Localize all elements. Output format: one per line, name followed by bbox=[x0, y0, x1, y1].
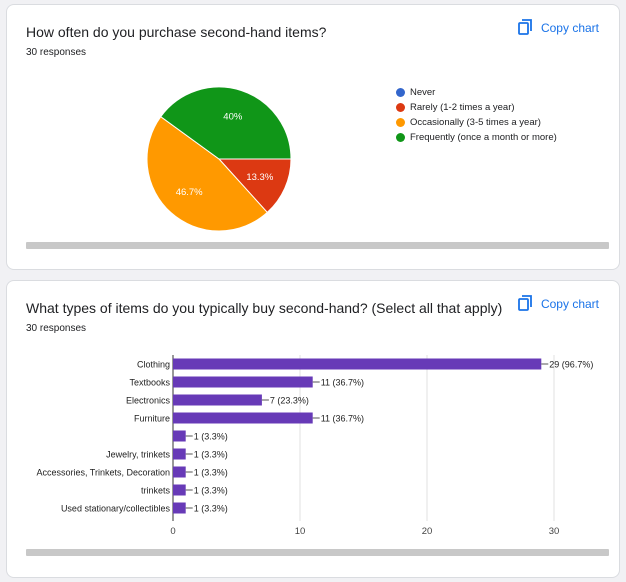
pie-chart: 13.3% 46.7% 40% bbox=[146, 86, 292, 232]
data-label: 29 (96.7%) bbox=[549, 360, 593, 370]
legend-swatch bbox=[396, 103, 405, 112]
data-label: 1 (3.3%) bbox=[194, 450, 228, 460]
legend-swatch bbox=[396, 133, 405, 142]
pie-slice-label: 46.7% bbox=[176, 187, 203, 198]
legend-swatch bbox=[396, 88, 405, 97]
legend-item: Never bbox=[396, 85, 557, 100]
data-label: 1 (3.3%) bbox=[194, 468, 228, 478]
pie-slice-label: 13.3% bbox=[246, 172, 273, 183]
bar bbox=[173, 376, 313, 388]
bar bbox=[173, 394, 262, 406]
pie-slice bbox=[146, 115, 268, 232]
question-title: What types of items do you typically buy… bbox=[26, 300, 503, 316]
legend-label: Occasionally (3-5 times a year) bbox=[410, 117, 541, 128]
y-tick-label: trinkets bbox=[141, 486, 171, 496]
y-tick-label: Textbooks bbox=[129, 378, 170, 388]
pie-legend: Never Rarely (1-2 times a year) Occasional… bbox=[396, 85, 557, 145]
bar bbox=[173, 430, 186, 442]
copy-chart-button[interactable]: Copy chart bbox=[518, 295, 599, 312]
legend-label: Frequently (once a month or more) bbox=[410, 132, 557, 143]
pie-slice bbox=[160, 86, 292, 160]
copy-chart-label: Copy chart bbox=[540, 296, 599, 311]
data-label: 11 (36.7%) bbox=[321, 378, 364, 388]
horizontal-scrollbar[interactable] bbox=[26, 242, 609, 249]
bar bbox=[173, 484, 186, 496]
response-count: 30 responses bbox=[26, 323, 87, 334]
legend-item: Frequently (once a month or more) bbox=[396, 130, 557, 145]
x-tick-label: 30 bbox=[549, 526, 560, 537]
legend-item: Rarely (1-2 times a year) bbox=[396, 100, 557, 115]
x-tick-label: 0 bbox=[170, 526, 175, 537]
question-card-purchase-frequency: How often do you purchase second-hand it… bbox=[6, 4, 620, 270]
bar bbox=[173, 448, 186, 460]
x-tick-label: 10 bbox=[295, 526, 306, 537]
copy-chart-button[interactable]: Copy chart bbox=[518, 19, 599, 36]
y-tick-label: Jewelry, trinkets bbox=[106, 450, 170, 460]
pie-slice bbox=[217, 158, 292, 214]
question-card-item-types: What types of items do you typically buy… bbox=[6, 280, 620, 578]
legend-label: Rarely (1-2 times a year) bbox=[410, 102, 515, 113]
y-tick-label: Accessories, Trinkets, Decoration bbox=[36, 468, 170, 478]
bar bbox=[173, 502, 186, 514]
copy-icon bbox=[518, 19, 533, 36]
y-tick-label: Used stationary/collectibles bbox=[61, 504, 171, 514]
data-label: 1 (3.3%) bbox=[194, 504, 228, 514]
data-label: 7 (23.3%) bbox=[270, 396, 309, 406]
bar-chart: 0 10 20 30 Clothing 29 (96.7%) Textbooks 11 (36… bbox=[36, 355, 593, 537]
horizontal-scrollbar[interactable] bbox=[26, 549, 609, 556]
y-tick-label: Furniture bbox=[134, 414, 170, 424]
bar bbox=[173, 358, 542, 370]
y-tick-label: Clothing bbox=[137, 360, 170, 370]
legend-swatch bbox=[396, 118, 405, 127]
data-label: 1 (3.3%) bbox=[194, 486, 228, 496]
response-count: 30 responses bbox=[26, 47, 87, 58]
pie-slice-label: 40% bbox=[223, 112, 243, 123]
bar bbox=[173, 412, 313, 424]
data-label: 1 (3.3%) bbox=[194, 432, 228, 442]
legend-item: Occasionally (3-5 times a year) bbox=[396, 115, 557, 130]
x-tick-label: 20 bbox=[422, 526, 433, 537]
bar bbox=[173, 466, 186, 478]
copy-chart-label: Copy chart bbox=[540, 20, 599, 35]
copy-icon bbox=[518, 295, 533, 312]
legend-label: Never bbox=[410, 87, 436, 98]
question-title: How often do you purchase second-hand it… bbox=[26, 24, 327, 40]
y-tick-label: Electronics bbox=[126, 396, 171, 406]
data-label: 11 (36.7%) bbox=[321, 414, 364, 424]
